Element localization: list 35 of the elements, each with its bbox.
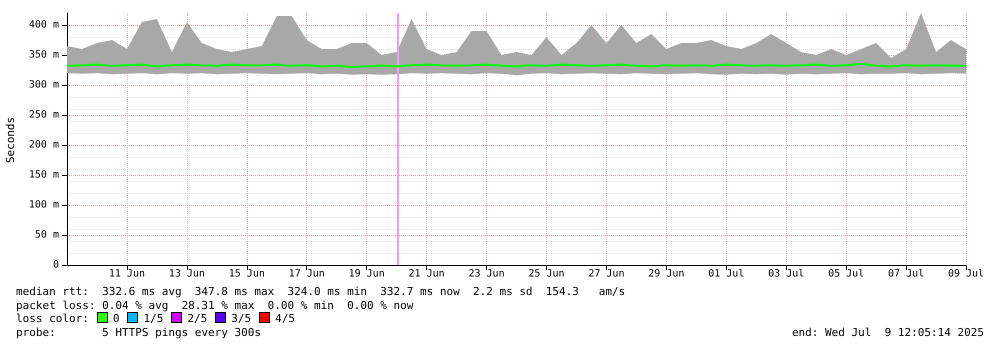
text: loss color: [16,312,89,325]
y-tick-label: 350 m [28,50,59,60]
y-tick-label: 150 m [28,170,59,180]
text: 3/5 [231,312,252,325]
text: 1/5 [143,312,164,325]
x-tick-label: 13 Jun [168,268,205,280]
x-tick-label: 03 Jul [768,268,804,280]
x-tick-label: 23 Jun [468,268,505,280]
text: end: Wed Jul 9 12:05:14 2025 [792,326,984,339]
text: probe: 5 HTTPS pings every 300s [16,326,262,338]
x-tick-label: 05 Jul [828,268,864,280]
y-tick-label: 200 m [28,140,59,150]
text: median rtt: 332.6 ms avg 347.8 ms max 324.0 ms min 332.7 ms now 2.2 ms sd 154.3 am/s [16,285,626,298]
x-tick-label: 19 Jun [348,268,385,280]
x-tick-label: 01 Jul [708,268,744,280]
x-tick-label: 11 Jun [108,268,145,280]
y-tick-label: 250 m [28,110,59,120]
y-tick-label: 100 m [28,200,59,210]
y-tick-label: 400 m [28,20,59,30]
y-axis-title: Seconds [4,116,17,164]
x-tick-label: 21 Jun [408,268,445,280]
x-tick-label: 29 Jun [648,268,684,280]
text: packet loss: 0.04 % avg 28.31 % max 0.00 % min 0.00 % now [16,298,414,312]
x-tick-label: 15 Jun [228,268,265,280]
y-tick-label: 0 [52,260,59,270]
x-tick-label: 09 Jul [948,268,984,280]
x-tick-label: 25 Jun [528,268,565,280]
text: 4/5 [275,312,295,325]
text: 0 [112,312,120,325]
y-tick-label: 50 m [34,230,59,240]
x-tick-label: 17 Jun [288,268,325,280]
x-tick-label: 27 Jun [588,268,624,280]
text: 2/5 [187,312,208,325]
x-tick-label: 07 Jul [888,268,924,280]
y-tick-label: 300 m [28,80,59,90]
